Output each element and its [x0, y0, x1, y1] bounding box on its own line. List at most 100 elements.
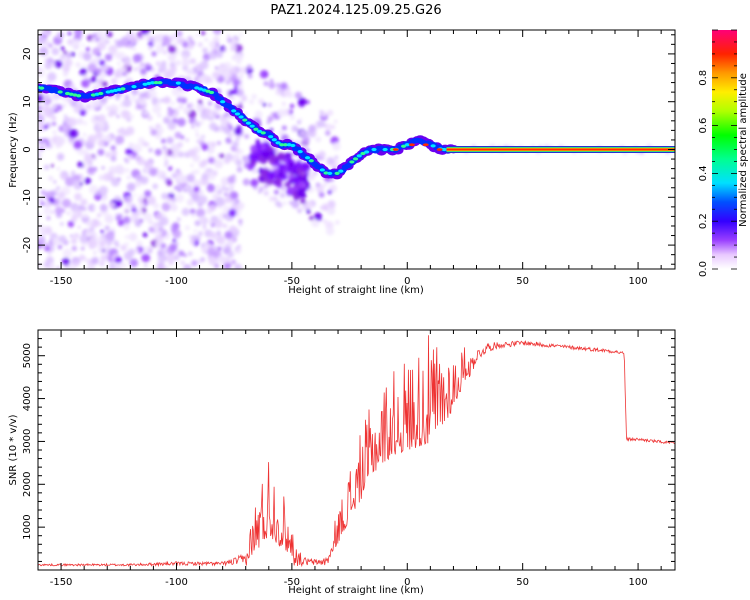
spectrogram-speckle — [125, 126, 135, 136]
spectrogram-speckle — [234, 263, 242, 269]
spectrogram-speckle — [149, 125, 154, 130]
spectrogram-speckle — [140, 62, 144, 66]
ridge-core — [400, 144, 407, 148]
spectrogram-speckle — [55, 142, 62, 149]
spectrogram-speckle — [56, 167, 60, 171]
snr-y-tick-label: 4000 — [22, 386, 33, 411]
ridge-core — [238, 115, 244, 119]
spectrogram-speckle — [105, 105, 111, 111]
spectrogram-speckle — [183, 253, 187, 257]
spectrogram-speckle — [155, 133, 162, 140]
spectrogram-speckle — [88, 184, 98, 194]
spectrogram-speckle — [263, 190, 269, 196]
spectrogram-speckle — [281, 125, 287, 131]
spectrogram-speckle — [124, 94, 130, 100]
spectrogram-speckle — [236, 60, 241, 65]
spectrogram-speckle — [154, 148, 162, 156]
spectrogram-speckle — [191, 193, 200, 202]
spectrogram-speckle — [246, 64, 252, 70]
snr-x-label: Height of straight line (km) — [288, 585, 424, 596]
spectrogram-speckle — [54, 109, 58, 113]
spectrogram-speckle — [80, 198, 88, 206]
spectrogram-speckle — [213, 246, 219, 252]
spectrogram-speckle — [134, 180, 142, 188]
spectrogram-speckle — [75, 62, 81, 68]
spectrogram-speckle — [209, 231, 216, 239]
spectrogram-speckle — [315, 182, 320, 187]
spectrogram-speckle — [146, 30, 151, 33]
spectrogram-speckle — [167, 201, 171, 205]
spectrogram-speckle — [275, 90, 281, 96]
spectrogram-speckle — [100, 36, 108, 44]
spectrogram-speckle — [176, 217, 181, 222]
spectrogram-speckle — [166, 180, 173, 186]
spectrogram-speckle — [174, 186, 178, 190]
spectrogram-speckle — [298, 181, 305, 189]
ridge-core — [308, 159, 314, 163]
ridge-core — [208, 90, 215, 95]
spectrogram-speckle — [135, 248, 140, 253]
spectrogram-speckle — [308, 124, 317, 133]
spectrogram-speckle — [115, 135, 125, 145]
spectrogram-speckle — [88, 239, 98, 249]
spectrogram-speckle — [193, 186, 200, 193]
spectrogram-speckle — [239, 74, 244, 78]
spectrogram-speckle — [182, 55, 188, 61]
spectrogram-speckle — [251, 93, 257, 100]
spectrogram-speckle — [280, 82, 288, 90]
spectrogram-speckle — [224, 231, 233, 240]
spectrogram-speckle — [160, 138, 166, 144]
spectrogram-speckle — [210, 223, 215, 228]
spectrogram-speckle — [305, 130, 312, 137]
spectrogram-speckle — [69, 234, 74, 238]
spectrogram-speckle — [60, 46, 65, 51]
spectrogram-speckle — [152, 104, 162, 114]
spectrogram-speckle — [212, 108, 217, 113]
spectrogram-speckle — [268, 196, 275, 202]
spectrogram-speckle — [125, 71, 130, 76]
spectrogram-speckle — [99, 240, 106, 247]
spectrogram-x-tick-label: 0 — [404, 276, 410, 287]
spectrogram-speckle — [115, 213, 119, 217]
spectrogram-speckle — [79, 182, 83, 186]
spectrogram-speckle — [38, 196, 44, 202]
spectrogram-speckle — [187, 36, 193, 42]
ridge-peak — [408, 143, 415, 147]
spectrogram-speckle — [201, 143, 209, 151]
spectrogram-speckle — [153, 222, 157, 226]
spectrogram-speckle — [148, 226, 155, 233]
spectrogram-speckle — [60, 222, 64, 226]
spectrogram-speckle — [98, 185, 109, 195]
spectrogram-speckle — [168, 45, 177, 54]
spectrogram-speckle — [327, 200, 336, 209]
spectrogram-speckle — [177, 141, 183, 148]
spectrogram-speckle — [230, 44, 237, 51]
spectrogram-speckle — [158, 64, 167, 73]
spectrogram-speckle — [111, 150, 118, 157]
spectrogram-speckle — [88, 203, 96, 212]
spectrogram-speckle — [92, 206, 96, 210]
spectrogram-speckle — [126, 175, 131, 180]
spectrogram-speckle — [332, 142, 341, 151]
spectrogram-speckle — [121, 110, 131, 120]
spectrogram-speckle — [44, 243, 50, 249]
spectrogram-speckle — [204, 38, 208, 42]
spectrogram-speckle — [279, 192, 286, 198]
spectrogram-speckle — [233, 79, 240, 86]
spectrogram-speckle — [61, 257, 70, 266]
colorbar-tick-label: 0.4 — [698, 165, 709, 181]
spectrogram-speckle — [46, 57, 53, 64]
spectrogram-speckle — [221, 186, 226, 191]
spectrogram-speckle — [97, 139, 106, 147]
spectrogram-speckle — [219, 153, 225, 159]
spectrogram-speckle — [172, 42, 178, 47]
spectrogram-speckle — [41, 142, 47, 148]
spectrogram-speckle — [300, 192, 307, 198]
spectrogram-speckle — [277, 163, 287, 172]
spectrogram-speckle — [67, 31, 72, 36]
spectrogram-speckle — [74, 30, 83, 37]
ridge-core — [220, 100, 226, 104]
spectrogram-speckle — [71, 245, 78, 252]
spectrogram-speckle — [253, 168, 258, 174]
spectrogram-speckle — [60, 173, 67, 180]
